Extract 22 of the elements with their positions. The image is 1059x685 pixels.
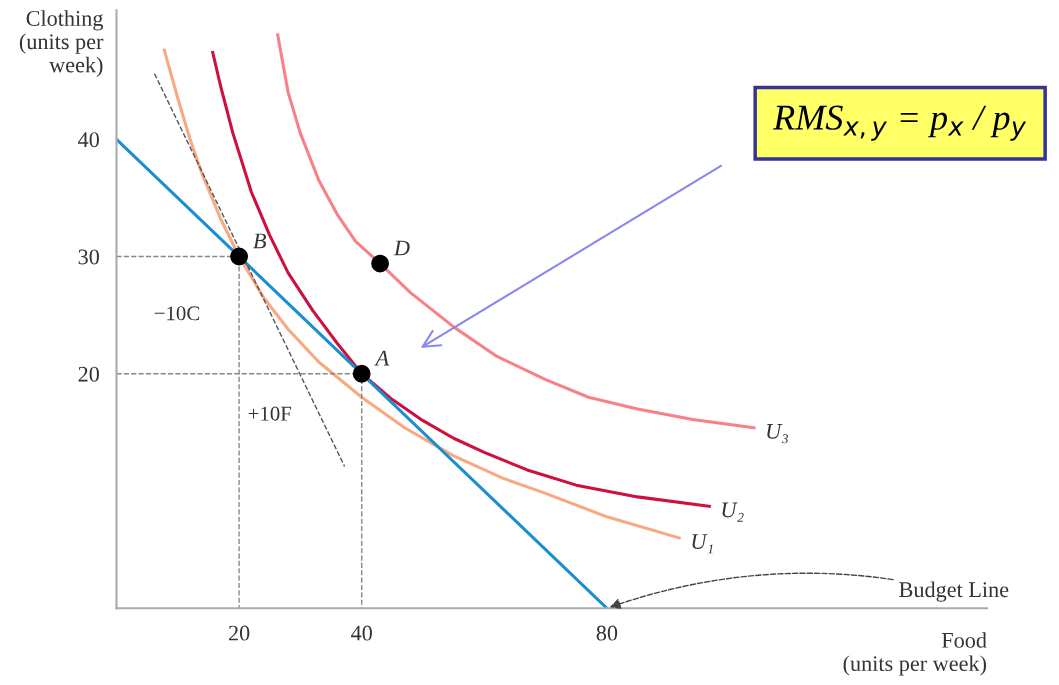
annotation: RMS$_{x,y}$ = p$_{x}$ / p$_{y}$ [773,105,1027,141]
point [352,364,371,383]
series-label: U₃ [767,424,788,444]
x-tick-label: 20 [228,625,250,641]
x-tick-label: 80 [596,625,618,641]
series-label: A [374,350,390,366]
y-tick-label: 20 [78,366,99,382]
annotation: +10F [248,406,292,421]
y-tick-label: 30 [78,249,99,265]
y-tick-label: 40 [78,132,99,148]
x-axis-title: Food (units per week) [843,632,987,676]
line-series [211,50,711,508]
y-axis-title: Clothing (units per week) [19,10,104,77]
series-label: U₁ [692,534,713,554]
series-label: D [393,240,410,256]
point [371,254,390,273]
series-label: B [253,233,267,249]
x-tick-label: 40 [351,625,372,641]
series-label: U₂ [722,502,744,522]
annotation: −10C [154,306,200,321]
annotation: Budget Line [899,581,1009,602]
point [230,247,249,266]
